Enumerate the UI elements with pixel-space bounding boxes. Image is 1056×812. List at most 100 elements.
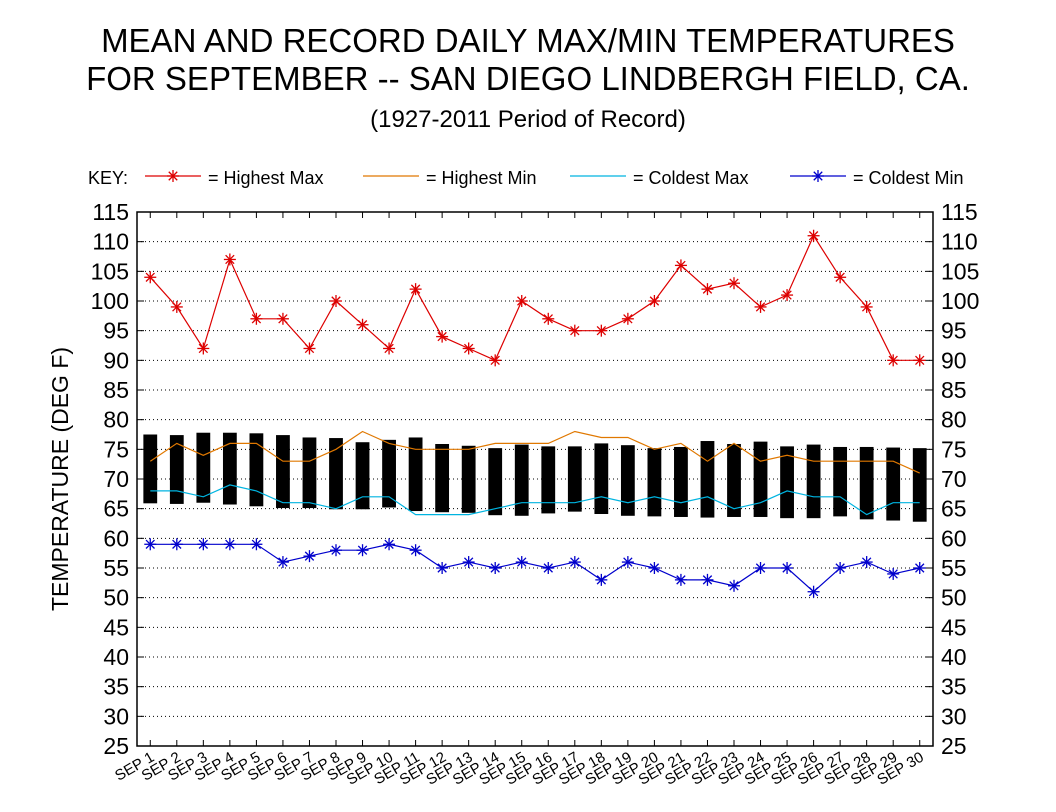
- mean-bar: [594, 443, 609, 515]
- series-lines: [144, 229, 926, 598]
- series-marker: [250, 538, 263, 551]
- series-marker: [436, 562, 449, 574]
- y-tick-label-right: 40: [941, 644, 967, 670]
- y-tick-label-right: 55: [941, 555, 967, 581]
- series-marker: [834, 271, 847, 284]
- series-marker: [621, 556, 634, 569]
- series-marker: [170, 538, 183, 551]
- series-marker: [383, 538, 396, 551]
- series-marker: [754, 300, 767, 313]
- series-marker: [170, 300, 183, 313]
- mean-bar: [382, 439, 396, 508]
- series-line: [149, 430, 920, 474]
- series-marker: [330, 544, 342, 557]
- chart-title-line2: FOR SEPTEMBER -- SAN DIEGO LINDBERGH FIE…: [86, 60, 970, 97]
- series-marker: [462, 342, 475, 355]
- y-tick-label: 45: [103, 614, 129, 640]
- y-tick-label-right: 45: [941, 614, 967, 640]
- series-marker: [701, 573, 714, 586]
- y-tick-label: 85: [103, 377, 129, 403]
- series-marker: [167, 170, 179, 182]
- series-marker: [462, 556, 475, 569]
- mean-bar: [169, 435, 184, 504]
- y-tick-label: 65: [103, 496, 129, 522]
- mean-bar: [674, 446, 688, 517]
- legend-key-label: KEY:: [88, 168, 128, 188]
- y-tick-label-right: 70: [941, 466, 967, 492]
- mean-bar: [567, 446, 582, 512]
- y-tick-label-right: 30: [941, 703, 967, 729]
- y-tick-label: 90: [103, 347, 129, 373]
- series-marker: [197, 538, 210, 551]
- y-tick-label: 40: [103, 644, 129, 670]
- mean-bar: [302, 437, 317, 509]
- legend: KEY: = Highest Max = Highest Min = Coldest…: [88, 168, 964, 188]
- y-tick-label-right: 80: [941, 407, 967, 433]
- y-tick-label-right: 60: [941, 525, 967, 551]
- y-tick-label-right: 90: [941, 347, 967, 373]
- y-tick-label-right: 25: [941, 733, 967, 759]
- series-marker: [807, 229, 820, 242]
- y-tick-label: 35: [103, 674, 129, 700]
- series-marker: [436, 330, 449, 343]
- mean-bar: [541, 446, 556, 514]
- mean-bar: [727, 443, 741, 517]
- y-tick-label: 60: [103, 525, 129, 551]
- series-marker: [144, 271, 157, 284]
- y-tick-label: 30: [103, 703, 129, 729]
- y-tick-label: 105: [91, 258, 129, 284]
- mean-bar: [435, 443, 450, 513]
- series-marker: [860, 300, 873, 313]
- mean-bar: [461, 445, 476, 513]
- series-marker: [515, 556, 528, 569]
- y-tick-label-right: 75: [941, 436, 967, 462]
- series-marker: [887, 354, 900, 367]
- y-tick-label-right: 95: [941, 318, 967, 344]
- mean-bar: [859, 446, 874, 520]
- series-marker: [754, 562, 767, 574]
- series-marker: [383, 342, 396, 355]
- series-marker: [356, 318, 369, 331]
- series-marker: [728, 277, 740, 290]
- series-marker: [515, 295, 528, 307]
- series-marker: [197, 342, 210, 355]
- series-marker: [223, 538, 236, 551]
- series-marker: [568, 324, 581, 337]
- mean-temperature-bars: [143, 432, 927, 522]
- series-marker: [595, 324, 608, 337]
- y-tick-label-right: 35: [941, 674, 967, 700]
- legend-entry: = Highest Max: [208, 168, 324, 188]
- y-tick-label-right: 85: [941, 377, 967, 403]
- y-tick-label: 50: [103, 585, 129, 611]
- series-marker: [409, 283, 422, 296]
- mean-bar: [833, 446, 848, 517]
- mean-bar: [329, 438, 343, 510]
- y-tick-label-right: 50: [941, 585, 967, 611]
- series-marker: [621, 312, 634, 325]
- series-marker: [409, 544, 422, 557]
- mean-bar: [196, 432, 211, 503]
- y-axis-label: TEMPERATURE (DEG F): [47, 347, 73, 611]
- y-tick-label-right: 115: [941, 199, 978, 225]
- y-tick-label: 110: [92, 229, 129, 255]
- chart-title: MEAN AND RECORD DAILY MAX/MIN TEMPERATUR…: [101, 22, 955, 59]
- mean-bar: [514, 444, 529, 516]
- grid-lines: [137, 241, 933, 717]
- series-marker: [330, 295, 342, 307]
- y-tick-label: 55: [103, 555, 129, 581]
- legend-entry: = Coldest Max: [633, 168, 749, 188]
- series-marker: [781, 562, 794, 574]
- series-marker: [648, 562, 661, 574]
- mean-bar: [647, 448, 662, 517]
- mean-bar: [276, 435, 290, 509]
- mean-bar: [753, 441, 768, 517]
- series-marker: [489, 354, 502, 367]
- y-tick-label: 115: [92, 199, 129, 225]
- mean-bar: [700, 441, 715, 518]
- mean-bar: [408, 437, 423, 512]
- mean-bar: [249, 433, 264, 507]
- y-tick-label: 70: [103, 466, 129, 492]
- y-tick-label: 100: [91, 288, 129, 314]
- y-tick-label-right: 105: [941, 258, 979, 284]
